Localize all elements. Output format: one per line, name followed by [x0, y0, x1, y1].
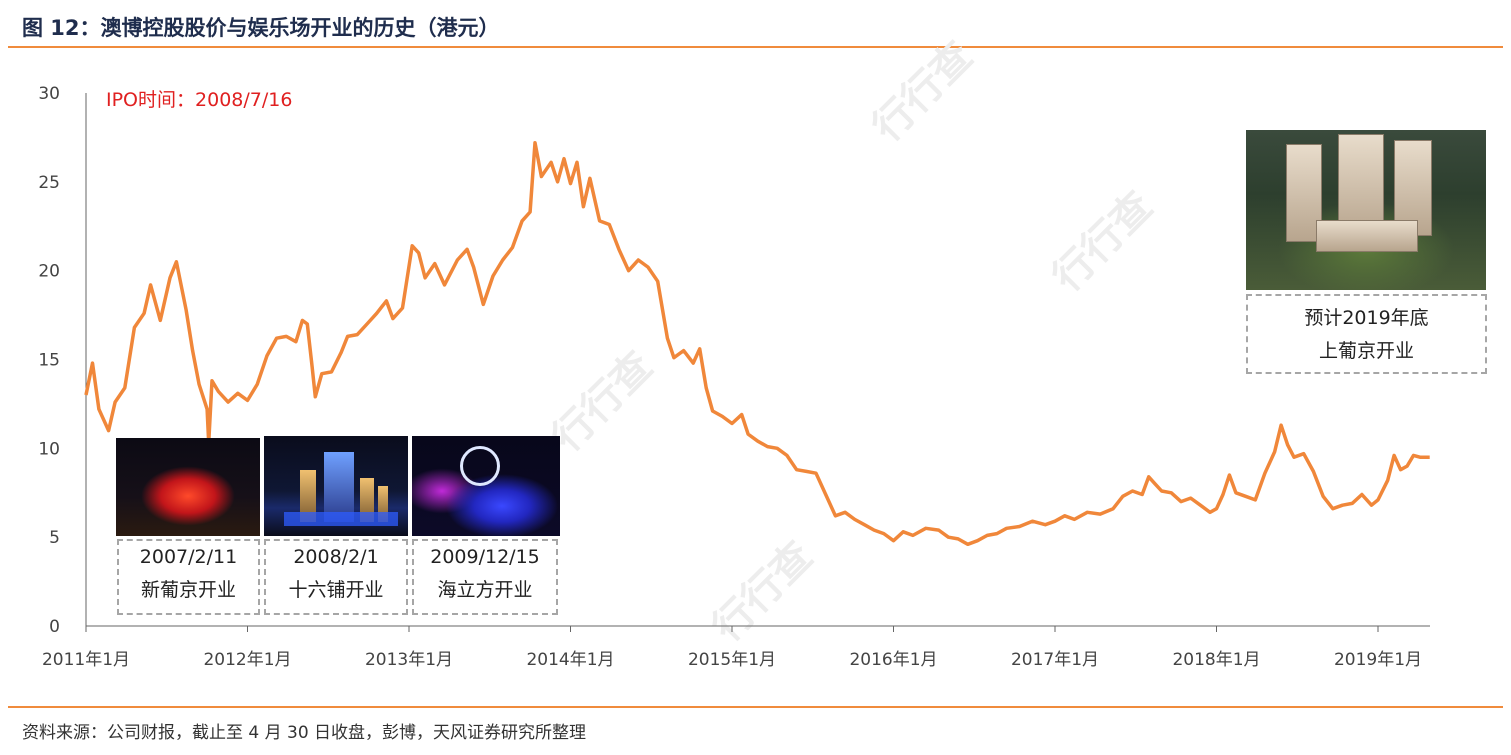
future-event-caption: 预计2019年底 上葡京开业 — [1246, 294, 1487, 374]
footer-rule — [8, 706, 1503, 708]
y-tick-label: 0 — [49, 617, 60, 637]
y-tick-label: 30 — [38, 84, 60, 104]
x-tick-label: 2019年1月 — [1334, 650, 1422, 670]
event-date: 2009/12/15 — [430, 546, 540, 568]
grand-lisboa-photo — [116, 438, 260, 536]
building-shape — [378, 486, 388, 522]
title-underline — [8, 46, 1503, 48]
x-tick-label: 2018年1月 — [1172, 650, 1260, 670]
figure-title: 图 12：澳博控股股价与娱乐场开业的历史（港元） — [22, 16, 500, 40]
x-tick-label: 2017年1月 — [1011, 650, 1099, 670]
building-shape — [1338, 134, 1384, 236]
event-text: 新葡京开业 — [140, 579, 236, 601]
building-shape — [324, 452, 354, 522]
future-event-line1: 预计2019年底 — [1304, 307, 1429, 329]
stock-price-chart: 0 5 10 15 20 25 30 2011年1月 2012年1月 2013年1月 2014年1月… — [38, 84, 1430, 670]
x-tick-label: 2014年1月 — [526, 650, 614, 670]
event-date: 2007/2/11 — [139, 546, 238, 568]
y-tick-label: 5 — [49, 528, 60, 548]
event-caption: 2007/2/11 新葡京开业 — [117, 539, 260, 615]
event-caption: 2008/2/1 十六铺开业 — [264, 539, 408, 615]
x-tick-label: 2012年1月 — [203, 650, 291, 670]
event-caption: 2009/12/15 海立方开业 — [412, 539, 558, 615]
event-date: 2008/2/1 — [293, 546, 379, 568]
ipo-annotation: IPO时间：2008/7/16 — [106, 89, 292, 111]
logo-icon — [460, 446, 500, 486]
source-note: 资料来源：公司财报，截止至 4 月 30 日收盘，彭博，天风证券研究所整理 — [22, 723, 587, 743]
oceanus-photo — [412, 436, 560, 536]
event-text: 海立方开业 — [437, 579, 533, 601]
building-shape — [360, 478, 374, 522]
building-shape — [300, 470, 316, 522]
x-tick-label: 2016年1月 — [849, 650, 937, 670]
y-tick-label: 15 — [38, 351, 60, 371]
x-tick-label: 2015年1月 — [688, 650, 776, 670]
price-line — [84, 140, 1430, 547]
x-tick-label: 2011年1月 — [42, 650, 130, 670]
ponte-16-photo — [264, 436, 408, 536]
y-tick-label: 20 — [38, 262, 60, 282]
building-shape — [1316, 220, 1418, 252]
lisboa-palace-rendering — [1246, 130, 1486, 290]
water-reflection — [284, 512, 398, 526]
y-tick-label: 25 — [38, 173, 60, 193]
x-tick-label: 2013年1月 — [365, 650, 453, 670]
future-event-line2: 上葡京开业 — [1318, 340, 1414, 362]
y-tick-label: 10 — [38, 439, 60, 459]
event-text: 十六铺开业 — [288, 579, 384, 601]
